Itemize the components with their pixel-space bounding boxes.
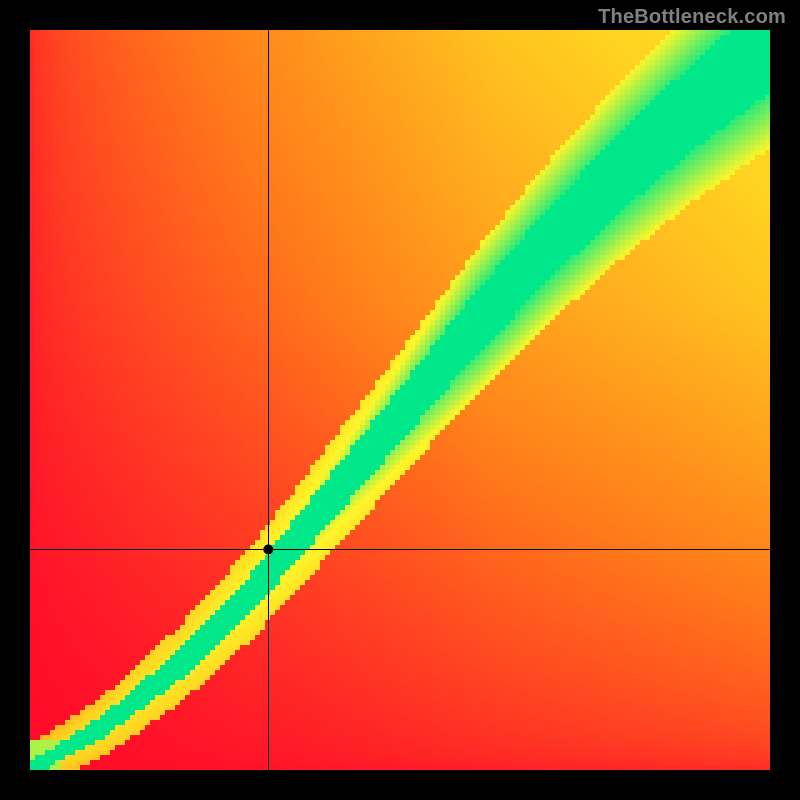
- chart-container: TheBottleneck.com: [0, 0, 800, 800]
- heatmap-canvas: [30, 30, 770, 770]
- heatmap-plot: [30, 30, 770, 770]
- watermark-text: TheBottleneck.com: [598, 6, 786, 29]
